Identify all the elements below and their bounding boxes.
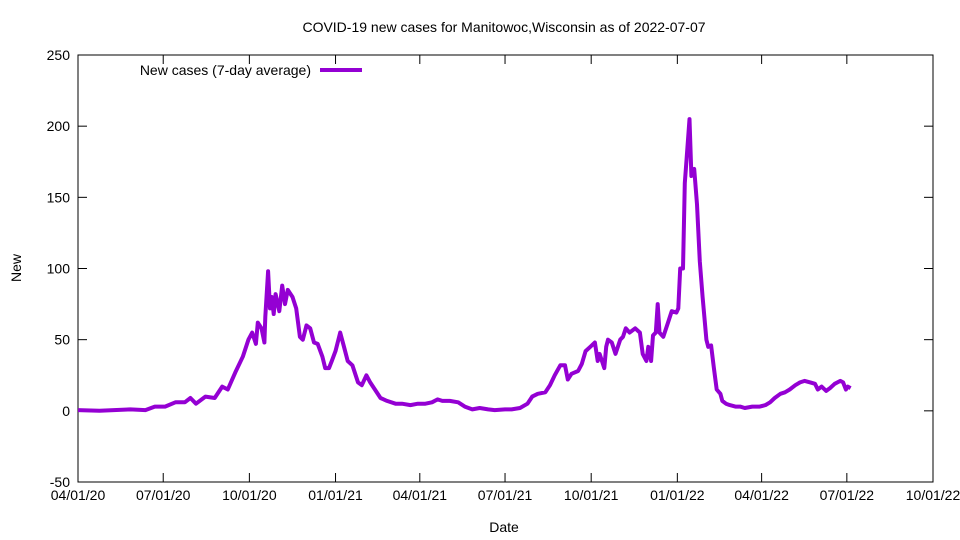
chart-title: COVID-19 new cases for Manitowoc,Wiscons… [302, 19, 705, 35]
plot-border [77, 54, 934, 483]
y-tick-label: 250 [47, 47, 71, 63]
x-tick-label: 07/01/22 [820, 487, 875, 503]
y-tick-label: 0 [62, 403, 70, 419]
y-tick-label: 150 [47, 189, 71, 205]
x-axis-label: Date [489, 519, 519, 535]
series-line-new-cases [77, 117, 852, 413]
y-tick-label: 50 [54, 332, 70, 348]
x-axis: 04/01/20 07/01/20 10/01/20 01/01/21 04/01/21… [51, 55, 960, 503]
y-axis-label: New [8, 253, 24, 282]
x-tick-label: 04/01/21 [393, 487, 448, 503]
x-tick-label: 04/01/20 [51, 487, 106, 503]
x-tick-label: 10/01/21 [564, 487, 619, 503]
x-tick-label: 01/01/22 [650, 487, 705, 503]
x-tick-label: 07/01/20 [136, 487, 191, 503]
legend-label: New cases (7-day average) [140, 62, 311, 78]
y-tick-label: 200 [47, 118, 71, 134]
legend: New cases (7-day average) [140, 62, 362, 78]
x-tick-label: 04/01/22 [734, 487, 789, 503]
x-tick-label: 10/01/20 [222, 487, 277, 503]
x-tick-label: 01/01/21 [308, 487, 363, 503]
x-tick-label: 10/01/22 [906, 487, 960, 503]
y-axis: -50 0 50 100 150 200 250 [47, 47, 933, 490]
y-tick-label: -50 [50, 474, 70, 490]
x-tick-label: 07/01/21 [478, 487, 533, 503]
y-tick-label: 100 [47, 261, 71, 277]
